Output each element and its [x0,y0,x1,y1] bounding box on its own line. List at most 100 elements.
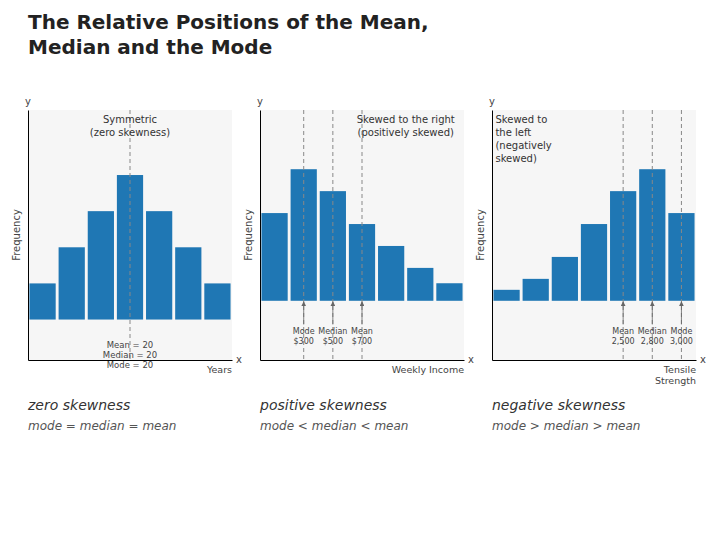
text-line: Median and the Mode [28,35,272,59]
x-axis-line [261,360,465,361]
annotation: Median2,800 [638,327,667,346]
x-axis-line [493,360,697,361]
panel-subtitle: negative skewness [492,397,625,413]
text-line: Mode [293,327,315,336]
y-axis-line [492,111,493,361]
bar [59,247,85,319]
text-line: Symmetric [103,114,157,125]
annotation: Mode = 20 [107,360,154,370]
panel-caption: mode = median = mean [28,419,176,433]
annotation: Mode$300 [293,327,315,346]
text-line: Mean = 20 [107,340,154,350]
annotation: Mean2,500 [612,327,635,346]
arrow [652,302,653,325]
text-line: Mode [671,327,693,336]
text-line: The Relative Positions of the Mean, [28,10,429,34]
annotation: Median$500 [318,327,347,346]
chart-svg: The Relative Positions of the Mean,Media… [0,0,720,540]
text-line: Mode = 20 [107,360,154,370]
arrow [362,302,363,325]
bar [436,283,462,301]
text-line: 3,000 [670,337,693,346]
panel: Mean = 20Median = 20Mode = 20 Symmetric (z… [11,96,242,433]
text-line: $500 [323,337,343,346]
bar [175,247,201,319]
text-line: (zero skewness) [90,127,170,138]
text-line: Weekly Income [392,364,464,375]
bar [493,290,519,301]
text-line: Strength [655,375,696,386]
y-axis-title: Frequency [475,209,486,261]
text-line: Mean [351,327,373,336]
dashed-line [303,110,304,360]
text-line: $700 [352,337,372,346]
arrow [681,302,682,325]
text-line: Years [206,364,232,375]
annotations: Mean2,500Median2,800Mode3,000 [612,302,693,346]
annotations: Mean = 20Median = 20Mode = 20 [103,340,157,370]
x-axis-letter: x [236,354,242,365]
x-axis-title: TensileStrength [655,364,696,386]
text-line: Skewed to the right [357,114,455,125]
bar [261,213,287,301]
bar [523,279,549,301]
bar [581,224,607,301]
dashed-line [652,110,653,360]
dashed-line [623,110,624,360]
marks [261,110,462,360]
text-line: (positively skewed) [358,127,454,138]
panel-title: Skewed to the left (negatively skewed) [495,114,551,164]
bar [88,211,114,319]
dashed-line [681,110,682,360]
dashed-line [332,110,333,360]
bar [29,283,55,319]
panel-title: Skewed to the right (positively skewed) [357,114,455,138]
annotation: Mode3,000 [670,327,693,346]
y-axis-letter: y [489,96,495,107]
dashed-line [130,110,131,360]
x-axis [261,360,465,361]
annotations: Mode$300Median$500Mean$700 [293,302,373,346]
panel-subtitle: zero skewness [27,397,130,413]
text-line: $300 [294,337,314,346]
marks [29,110,230,360]
y-axis-letter: y [257,96,263,107]
panel-subtitle: positive skewness [259,397,387,413]
y-axis-title: Frequency [243,209,254,261]
arrow [332,302,333,325]
y-axis [492,111,493,361]
y-axis-title: Frequency [11,209,22,261]
x-axis [493,360,697,361]
bar [204,283,230,319]
y-axis-line [260,111,261,361]
text-line: skewed) [495,153,536,164]
plot-background [492,110,696,360]
plot-background [260,110,464,360]
panel-caption: mode > median > mean [492,419,640,433]
y-axis-line [28,111,29,361]
bar [146,211,172,319]
panel-title: Symmetric (zero skewness) [90,114,170,138]
text-line: the left [495,127,531,138]
y-axis-letter: y [25,96,31,107]
panel: Mean2,500Median2,800Mode3,000Skewed toth… [475,96,706,433]
x-axis-title: Weekly Income [392,364,464,375]
panel-caption: mode < median < mean [260,419,408,433]
x-axis-letter: x [468,354,474,365]
x-axis-letter: x [700,354,706,365]
text-line: Tensile [663,364,696,375]
text-line: Skewed to [495,114,547,125]
text-line: Median = 20 [103,350,157,360]
bar [349,224,375,301]
bar [378,246,404,301]
y-axis [260,111,261,361]
arrow [623,302,624,325]
annotation: Mean = 20 [107,340,154,350]
text-line: Median [638,327,667,336]
text-line: Mean [612,327,634,336]
panel: Mode$300Median$500Mean$700Skewed to the … [243,96,474,433]
text-line: (negatively [495,140,551,151]
annotation: Median = 20 [103,350,157,360]
bar [407,268,433,301]
arrow [303,302,304,325]
